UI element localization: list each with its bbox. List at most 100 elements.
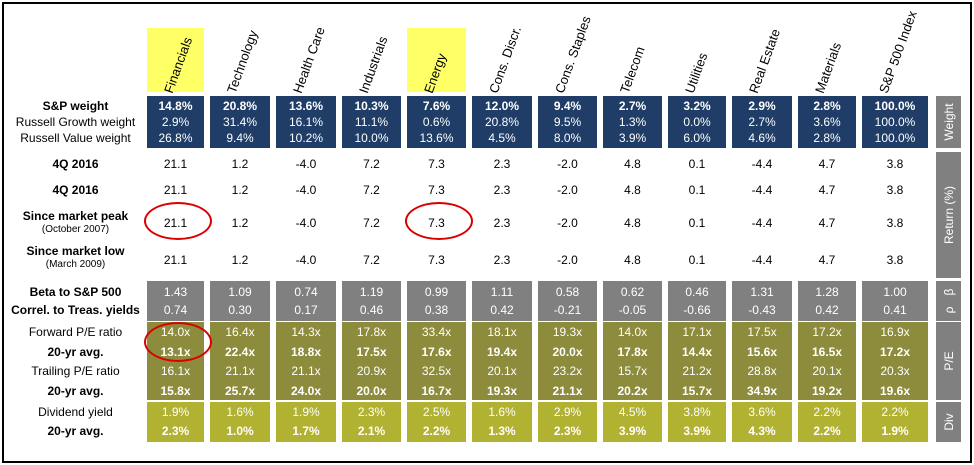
beta-cell-energy: 0.99	[424, 285, 449, 299]
cell-cons-staples: -2.0	[557, 183, 578, 197]
cell-sandp-500-index: 3.8	[886, 253, 904, 267]
cell-real-estate: 2.9%	[748, 99, 776, 113]
cell-health-care: -4.0	[295, 216, 317, 230]
cell-materials: 3.6%	[813, 115, 841, 129]
cell-technology: 20.8%	[222, 99, 258, 113]
row-label-russell-value-weight: Russell Value weight	[20, 131, 131, 145]
beta-cell-real-estate: 1.31	[750, 285, 774, 299]
beta-band-technology	[210, 281, 270, 303]
cell-utilities: 3.9%	[683, 424, 711, 438]
cell-materials: 4.7	[818, 253, 836, 267]
corr-cell-materials: 0.42	[815, 303, 839, 317]
cell-cons-discr: 19.3x	[486, 383, 518, 398]
cell-energy: 17.6x	[421, 344, 452, 359]
returns-band-telecom	[603, 152, 662, 278]
cell-health-care: 10.2%	[288, 131, 324, 145]
highlight-energy	[407, 28, 466, 92]
weight-band-financials	[147, 96, 204, 148]
cell-sandp-500-index: 3.8	[886, 216, 904, 230]
pe-band-industrials	[342, 322, 401, 400]
div-side-tab: Div	[936, 402, 961, 442]
cell-telecom: 2.7%	[618, 99, 647, 113]
cell-health-care: -4.0	[295, 183, 317, 197]
cell-utilities: 0.1	[688, 183, 706, 197]
beta-cell-industrials: 1.19	[359, 285, 384, 299]
row-label-dividend-yield: Dividend yield	[38, 405, 113, 419]
cell-health-care: 18.8x	[290, 344, 322, 359]
cell-utilities: 14.4x	[681, 344, 713, 359]
row-label-4q-2016: 4Q 2016	[52, 157, 99, 171]
cell-cons-discr: 12.0%	[484, 99, 520, 113]
corr-band-cons-staples	[538, 299, 597, 321]
cell-cons-discr: 4.5%	[488, 131, 516, 145]
weight-band-cons-discr	[472, 96, 532, 148]
cell-industrials: 2.3%	[357, 405, 386, 419]
cell-cons-discr: 20.8%	[484, 115, 520, 129]
weight-band-technology	[210, 96, 270, 148]
pe-band-telecom	[603, 322, 662, 400]
returns-side-tab-label: Return (%)	[941, 185, 956, 245]
cell-cons-discr: 2.3	[493, 253, 511, 267]
beta-band-real-estate	[732, 281, 792, 303]
row-label-20-yr-avg-pe-3: 20-yr avg.	[47, 383, 104, 398]
cell-technology: 31.4%	[222, 115, 258, 129]
corr-band-health-care	[276, 299, 336, 321]
cell-industrials: 20.9x	[356, 364, 387, 378]
cell-cons-staples: -2.0	[557, 253, 578, 267]
cell-materials: 19.2x	[811, 383, 843, 398]
cell-financials: 21.1	[163, 183, 188, 197]
cell-energy: 7.3	[428, 183, 445, 197]
column-header-cons-discr: Cons. Discr.	[486, 24, 525, 96]
corr-cell-telecom: -0.05	[618, 303, 647, 317]
cell-energy: 16.7x	[421, 383, 452, 398]
cell-health-care: 24.0x	[290, 383, 322, 398]
cell-utilities: 17.1x	[682, 325, 712, 339]
cell-cons-discr: 2.3	[493, 157, 511, 171]
cell-health-care: 1.9%	[292, 405, 320, 419]
beta-band-sandp-500-index	[862, 281, 928, 303]
corr-band-real-estate	[732, 299, 792, 321]
cell-materials: 4.7	[818, 157, 836, 171]
cell-industrials: 10.0%	[354, 131, 389, 145]
beta-cell-sandp-500-index: 1.00	[883, 285, 907, 299]
cell-industrials: 10.3%	[354, 99, 389, 113]
cell-energy: 7.3	[428, 253, 445, 267]
cell-materials: 2.8%	[813, 131, 841, 145]
cell-telecom: 17.8x	[617, 344, 648, 359]
weight-band-real-estate	[732, 96, 792, 148]
weight-band-telecom	[603, 96, 662, 148]
beta-band-telecom	[603, 281, 662, 303]
pe-side-tab: P/E	[936, 322, 961, 400]
corr-band-sandp-500-index	[862, 299, 928, 321]
pe-band-cons-staples	[538, 322, 597, 400]
corr-cell-technology: 0.30	[228, 303, 252, 317]
cell-cons-discr: 20.1x	[487, 364, 517, 378]
cell-financials: 2.3%	[161, 424, 190, 438]
cell-utilities: 0.0%	[683, 115, 711, 129]
cell-technology: 1.0%	[226, 424, 254, 438]
circle-financials-since-peak	[144, 202, 212, 240]
div-side-tab-label: Div	[941, 413, 956, 431]
returns-band-utilities	[668, 152, 726, 278]
cell-health-care: 14.3x	[291, 325, 321, 339]
corr-cell-financials: 0.74	[163, 303, 188, 317]
beta-band-cons-discr	[472, 281, 532, 303]
beta-band-financials	[147, 281, 204, 303]
cell-cons-staples: 21.1x	[552, 383, 583, 398]
corr-band-financials	[147, 299, 204, 321]
cell-real-estate: -4.4	[751, 253, 773, 267]
cell-industrials: 2.1%	[357, 424, 386, 438]
cell-real-estate: 2.7%	[748, 115, 776, 129]
cell-materials: 2.2%	[813, 405, 841, 419]
cell-real-estate: 15.6x	[746, 344, 778, 359]
cell-industrials: 17.5x	[356, 344, 387, 359]
pe-band-utilities	[668, 322, 726, 400]
cell-cons-discr: 2.3	[493, 183, 511, 197]
corr-band-materials	[798, 299, 856, 321]
beta-band-cons-staples	[538, 281, 597, 303]
cell-sandp-500-index: 16.9x	[880, 325, 910, 339]
cell-sandp-500-index: 100.0%	[874, 115, 916, 129]
cell-energy: 2.2%	[422, 424, 451, 438]
weight-band-cons-staples	[538, 96, 597, 148]
column-header-telecom: Telecom	[617, 44, 648, 96]
